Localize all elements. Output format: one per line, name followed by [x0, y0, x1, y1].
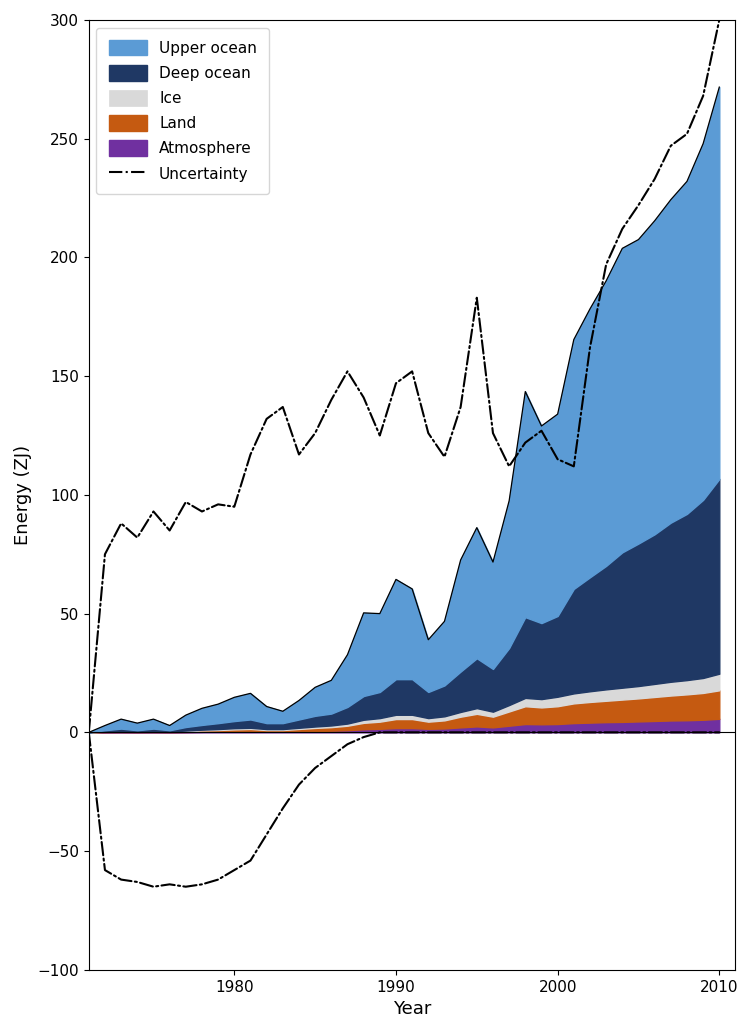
X-axis label: Year: Year: [393, 1000, 431, 1019]
Legend: Upper ocean, Deep ocean, Ice, Land, Atmosphere, Uncertainty: Upper ocean, Deep ocean, Ice, Land, Atmo…: [97, 28, 269, 194]
Y-axis label: Energy (ZJ): Energy (ZJ): [14, 445, 32, 545]
